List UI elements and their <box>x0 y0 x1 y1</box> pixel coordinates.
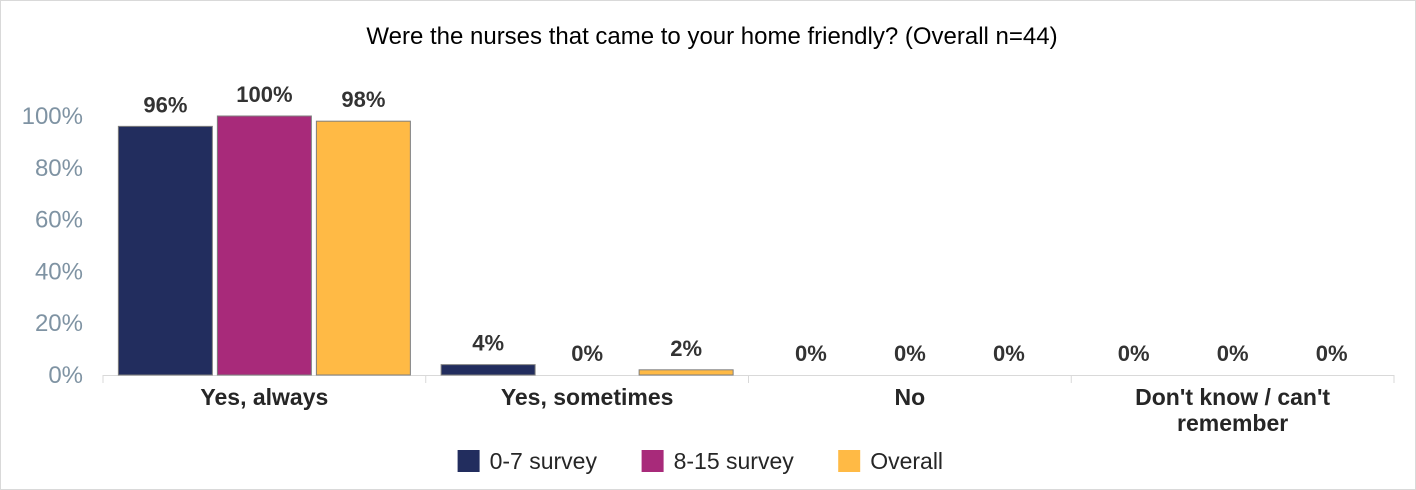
legend-label: 0-7 survey <box>490 448 598 474</box>
data-label: 0% <box>1217 341 1249 366</box>
y-axis-ticks: 0% 20% 40% 60% 80% 100% <box>22 103 83 389</box>
data-label: 100% <box>236 82 292 107</box>
legend-swatch <box>641 450 664 472</box>
bar <box>638 369 734 376</box>
bars <box>117 115 734 376</box>
data-label: 2% <box>670 336 702 361</box>
legend-item: 8-15 survey <box>641 448 795 474</box>
y-tick-label: 100% <box>22 103 83 130</box>
data-labels: 96% 100% 98% 4% 0% 2% 0% 0% 0% 0% 0% 0% <box>143 82 1347 366</box>
chart-title: Were the nurses that came to your home f… <box>366 23 1057 50</box>
data-label: 0% <box>894 341 926 366</box>
x-axis-labels: Yes, always Yes, sometimes No Don't know / … <box>200 384 1330 436</box>
bar <box>315 120 411 376</box>
y-tick-label: 60% <box>35 207 83 234</box>
legend-item: Overall <box>838 448 943 474</box>
data-label: 0% <box>795 341 827 366</box>
data-label: 0% <box>571 341 603 366</box>
legend-label: Overall <box>870 448 943 474</box>
data-label: 4% <box>472 331 504 356</box>
data-label: 96% <box>143 92 187 117</box>
data-label: 0% <box>993 341 1025 366</box>
legend-swatch <box>457 450 480 472</box>
data-label: 0% <box>1118 341 1150 366</box>
x-axis <box>102 375 1395 383</box>
y-tick-label: 0% <box>48 362 83 389</box>
data-label: 98% <box>341 87 385 112</box>
data-label: 0% <box>1316 341 1348 366</box>
legend: 0-7 survey 8-15 survey Overall <box>457 448 943 474</box>
x-tick-label: Yes, always <box>200 384 328 410</box>
y-tick-label: 40% <box>35 258 83 285</box>
bar <box>117 125 213 376</box>
x-tick-label: Don't know / can't remember <box>1135 384 1330 436</box>
y-tick-label: 80% <box>35 155 83 182</box>
x-tick-label: No <box>895 384 926 410</box>
legend-label: 8-15 survey <box>674 448 795 474</box>
bar <box>440 364 536 376</box>
legend-swatch <box>838 450 861 472</box>
legend-item: 0-7 survey <box>457 448 598 474</box>
y-tick-label: 20% <box>35 310 83 337</box>
x-tick-label: Yes, sometimes <box>501 384 674 410</box>
bar <box>216 115 312 376</box>
